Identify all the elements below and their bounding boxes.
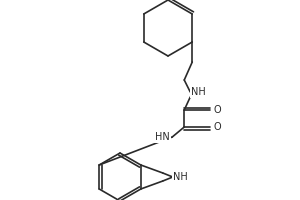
Text: O: O — [213, 105, 221, 115]
Text: O: O — [213, 122, 221, 132]
Text: NH: NH — [191, 87, 206, 97]
Text: HN: HN — [155, 132, 170, 142]
Text: NH: NH — [173, 172, 188, 182]
